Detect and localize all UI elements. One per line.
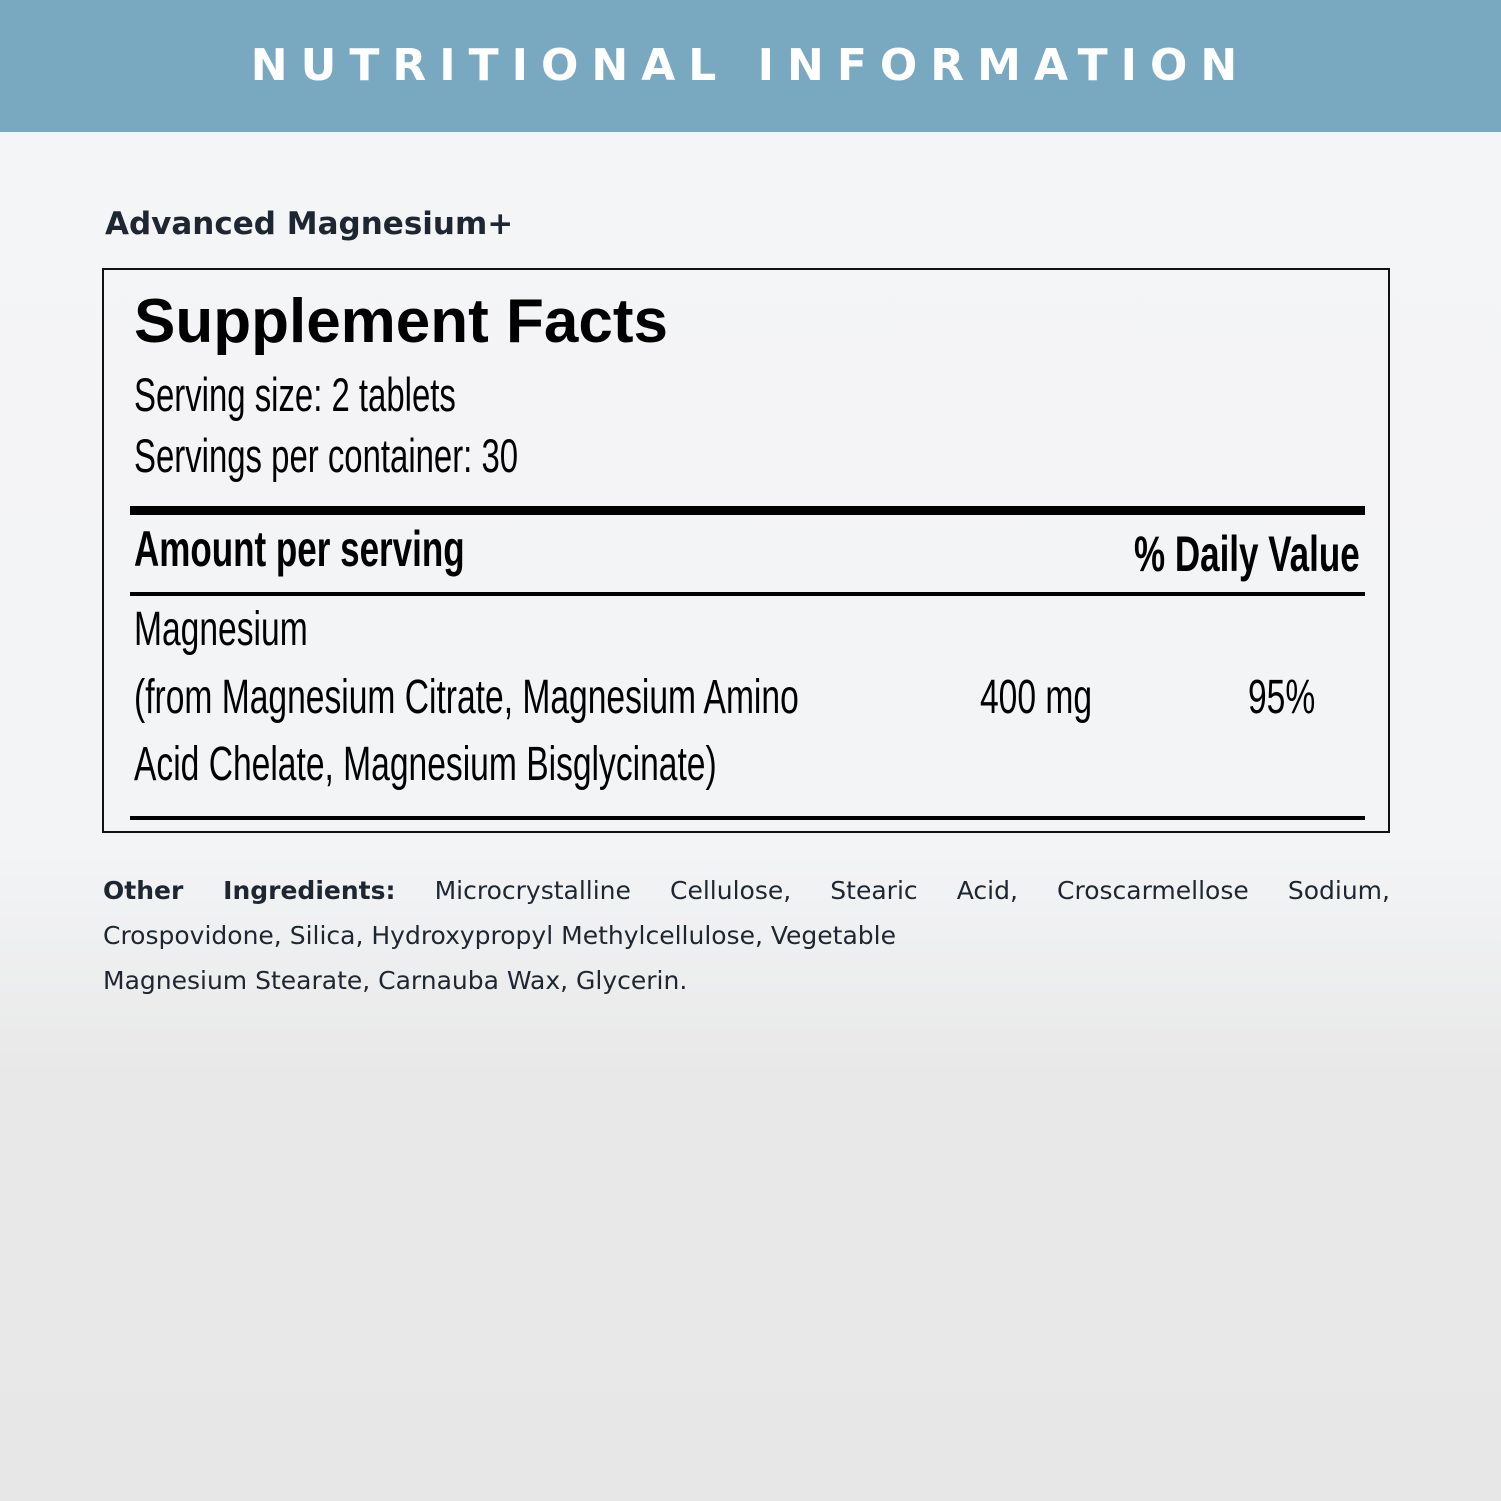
amount-per-serving-header: Amount per serving (134, 521, 465, 577)
nutrient-amount: 400 mg (980, 671, 1093, 724)
bottom-divider (130, 816, 1365, 820)
other-ingredients-line2: Crospovidone, Silica, Hydroxypropyl Meth… (103, 921, 896, 950)
nutrient-name: Magnesium (134, 603, 308, 656)
nutrient-source-line2: Acid Chelate, Magnesium Bisglycinate) (134, 738, 717, 791)
product-name: Advanced Magnesium+ (105, 206, 514, 242)
banner-title: NUTRITIONAL INFORMATION (250, 40, 1251, 91)
nutrient-daily-value: 95% (1248, 671, 1316, 724)
divider (130, 592, 1365, 596)
other-ingredients-line1: Microcrystalline Cellulose, Stearic Acid… (434, 876, 1390, 905)
other-ingredients-label: Other Ingredients: (103, 876, 396, 905)
serving-size: Serving size: 2 tablets (134, 368, 456, 421)
other-ingredients: Other Ingredients: Microcrystalline Cell… (103, 868, 1390, 1003)
supplement-facts-panel: Supplement Facts Serving size: 2 tablets… (102, 268, 1390, 833)
other-ingredients-line3: Magnesium Stearate, Carnauba Wax, Glycer… (103, 966, 688, 995)
daily-value-header: % Daily Value (1134, 526, 1360, 582)
nutrient-source-line1: (from Magnesium Citrate, Magnesium Amino (134, 671, 799, 724)
servings-per-container: Servings per container: 30 (134, 429, 519, 482)
thick-divider (130, 506, 1365, 515)
facts-title: Supplement Facts (134, 287, 668, 356)
header-banner: NUTRITIONAL INFORMATION (0, 0, 1501, 132)
